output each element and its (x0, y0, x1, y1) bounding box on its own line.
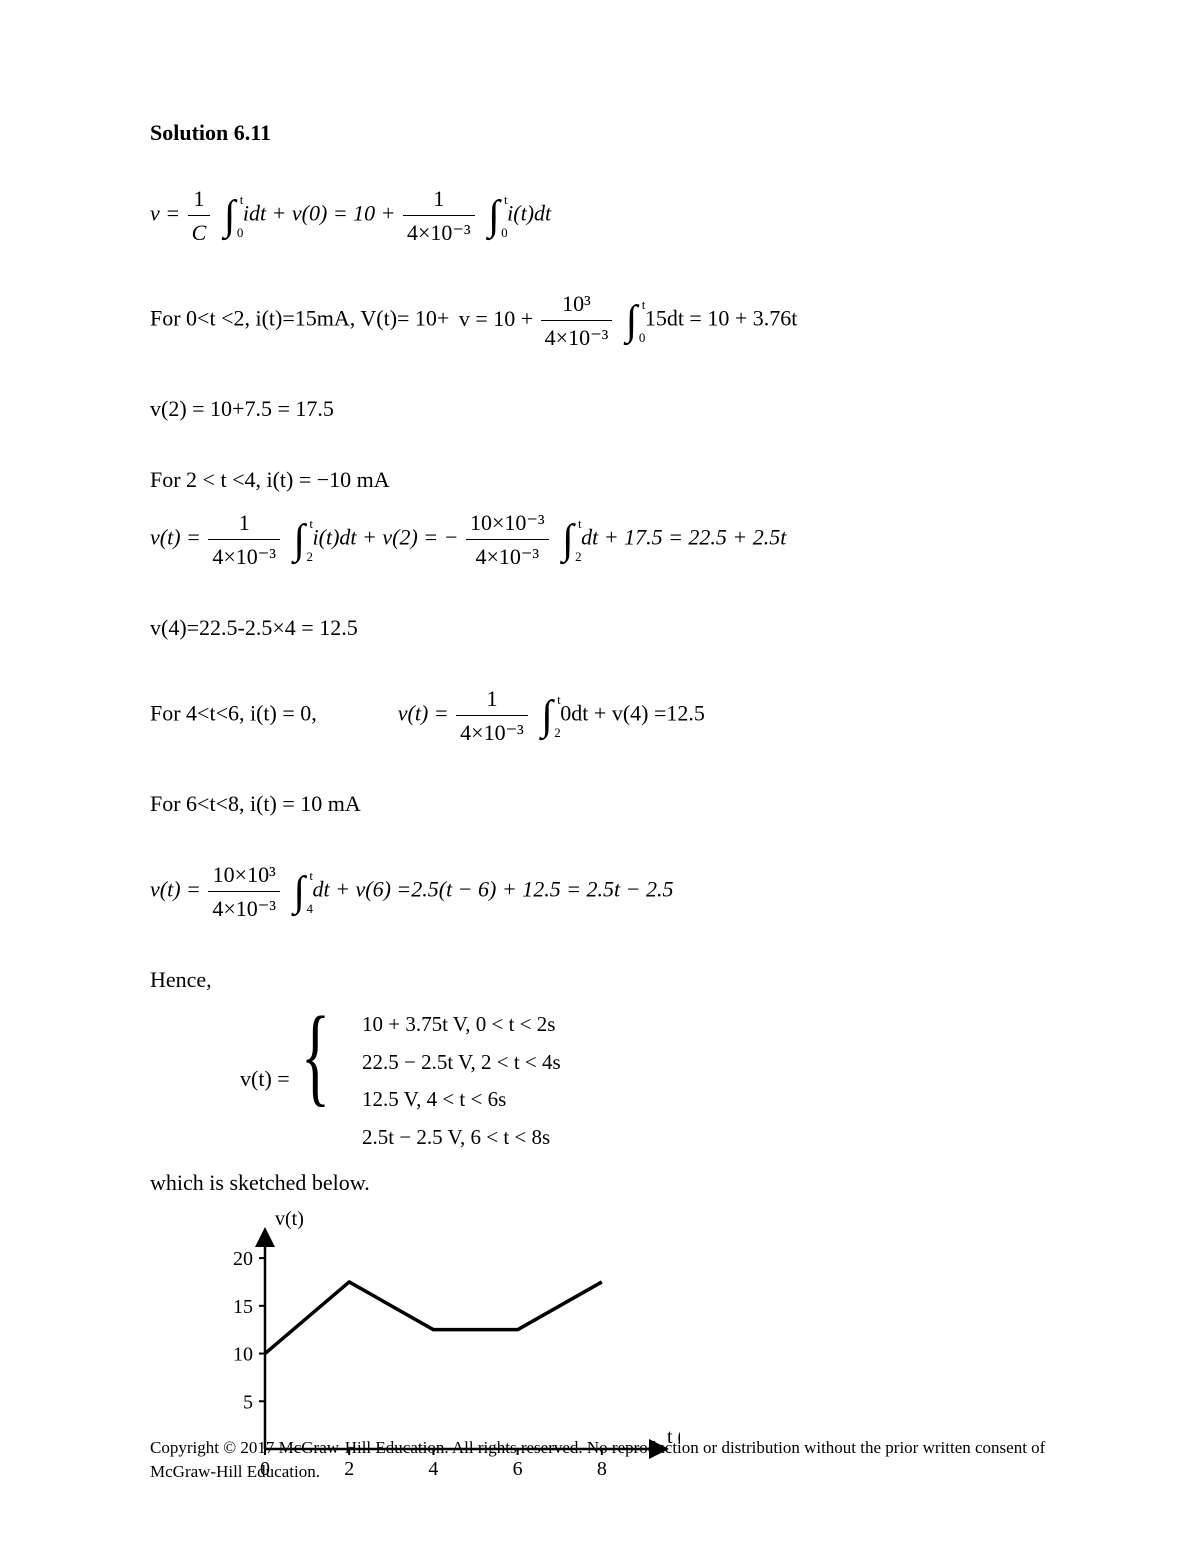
line2b-frac: 10³ 4×10⁻³ (541, 287, 613, 354)
svg-text:15: 15 (233, 1296, 253, 1318)
line7b-pre: v(t) = (398, 701, 449, 726)
piecewise-block: { 10 + 3.75t V, 0 < t < 2s 22.5 − 2.5t V… (301, 1006, 561, 1156)
integral-icon: ∫t0 (488, 195, 500, 237)
equation-9: v(t) = 10×10³ 4×10⁻³ ∫t4 dt + v(6) =2.5(… (150, 858, 1050, 925)
line7b-tail: 0dt + v(4) =12.5 (560, 701, 705, 726)
eq1-mid: idt + v(0) = 10 + (243, 201, 396, 226)
hence-label: Hence, (150, 963, 1050, 996)
int-upper: t (642, 298, 646, 311)
svg-text:10: 10 (233, 1344, 253, 1366)
int-upper: t (309, 869, 313, 882)
integral-icon: ∫t0 (224, 195, 236, 237)
int-upper: t (504, 193, 508, 206)
line5-tail: dt + 17.5 = 22.5 + 2.5t (581, 525, 786, 550)
equation-2: For 0<t <2, i(t)=15mA, V(t)= 10+ v = 10 … (150, 287, 1050, 354)
line2b-tail: 15dt = 10 + 3.76t (645, 306, 798, 331)
line7b-frac: 1 4×10⁻³ (456, 682, 528, 749)
svg-text:20: 20 (233, 1248, 253, 1270)
frac-den: 4×10⁻³ (208, 539, 280, 573)
int-lower: 4 (307, 902, 314, 915)
line9-pre: v(t) = (150, 877, 201, 902)
line5-pre: v(t) = (150, 525, 201, 550)
pw-row: 12.5 V, 4 < t < 6s (362, 1081, 561, 1119)
equation-3: v(2) = 10+7.5 = 17.5 (150, 392, 1050, 425)
int-lower: 2 (575, 550, 582, 563)
int-upper: t (557, 693, 561, 706)
equation-5: v(t) = 1 4×10⁻³ ∫t2 i(t)dt + v(2) = − 10… (150, 506, 1050, 573)
frac-num: 1 (208, 506, 280, 539)
integral-icon: ∫t2 (562, 519, 574, 561)
line5-frac2: 10×10⁻³ 4×10⁻³ (466, 506, 549, 573)
integral-icon: ∫t2 (541, 695, 553, 737)
frac-den: 4×10⁻³ (456, 715, 528, 749)
line2b-pre: v = 10 + (459, 306, 533, 331)
line9-frac: 10×10³ 4×10⁻³ (208, 858, 280, 925)
int-lower: 0 (237, 226, 244, 239)
piecewise-cases: 10 + 3.75t V, 0 < t < 2s 22.5 − 2.5t V, … (362, 1006, 561, 1156)
int-upper: t (240, 193, 244, 206)
frac-num: 10³ (541, 287, 613, 320)
line5-mid: i(t)dt + v(2) = − (313, 525, 459, 550)
integral-icon: ∫t2 (294, 519, 306, 561)
pw-row: 22.5 − 2.5t V, 2 < t < 4s (362, 1044, 561, 1082)
copyright-footer: Copyright © 2017 McGraw-Hill Education. … (150, 1436, 1050, 1484)
integral-icon: ∫t4 (294, 871, 306, 913)
frac-den: 4×10⁻³ (208, 891, 280, 925)
line2a: For 0<t <2, i(t)=15mA, V(t)= 10+ (150, 306, 449, 331)
pw-row: 10 + 3.75t V, 0 < t < 2s (362, 1006, 561, 1044)
line9-tail: dt + v(6) =2.5(t − 6) + 12.5 = 2.5t − 2.… (313, 877, 674, 902)
eq1-tail: i(t)dt (507, 201, 551, 226)
frac-den: 4×10⁻³ (466, 539, 549, 573)
solution-page: Solution 6.11 v = 1 C ∫t0 idt + v(0) = 1… (0, 0, 1200, 1554)
frac-num: 1 (188, 182, 211, 215)
frac-den: 4×10⁻³ (403, 215, 475, 249)
pw-lhs: v(t) = (240, 1066, 290, 1091)
int-lower: 0 (639, 331, 646, 344)
eq1-pre: v = (150, 201, 180, 226)
solution-title: Solution 6.11 (150, 120, 1050, 146)
equation-4: For 2 < t <4, i(t) = −10 mA (150, 463, 1050, 496)
frac-num: 10×10³ (208, 858, 280, 891)
line7a: For 4<t<6, i(t) = 0, (150, 701, 317, 726)
frac-den: 4×10⁻³ (541, 320, 613, 354)
int-upper: t (309, 517, 313, 530)
pw-row: 2.5t − 2.5 V, 6 < t < 8s (362, 1119, 561, 1157)
svg-text:5: 5 (243, 1391, 253, 1413)
frac-num: 1 (403, 182, 475, 215)
eq1-frac1: 1 C (188, 182, 211, 249)
int-lower: 2 (307, 550, 314, 563)
equation-7: For 4<t<6, i(t) = 0, v(t) = 1 4×10⁻³ ∫t2… (150, 682, 1050, 749)
sketch-label: which is sketched below. (150, 1166, 1050, 1199)
frac-den: C (188, 215, 211, 249)
int-upper: t (578, 517, 582, 530)
frac-num: 1 (456, 682, 528, 715)
integral-icon: ∫t0 (626, 300, 638, 342)
int-lower: 0 (501, 226, 508, 239)
equation-1: v = 1 C ∫t0 idt + v(0) = 10 + 1 4×10⁻³ ∫… (150, 182, 1050, 249)
int-lower: 2 (554, 726, 561, 739)
eq1-frac2: 1 4×10⁻³ (403, 182, 475, 249)
line5-frac1: 1 4×10⁻³ (208, 506, 280, 573)
piecewise: v(t) = { 10 + 3.75t V, 0 < t < 2s 22.5 −… (240, 1006, 1050, 1156)
brace-icon: { (301, 1006, 330, 1156)
frac-num: 10×10⁻³ (466, 506, 549, 539)
equation-6: v(4)=22.5-2.5×4 = 12.5 (150, 611, 1050, 644)
equation-8: For 6<t<8, i(t) = 10 mA (150, 787, 1050, 820)
svg-text:v(t): v(t) (275, 1209, 304, 1230)
